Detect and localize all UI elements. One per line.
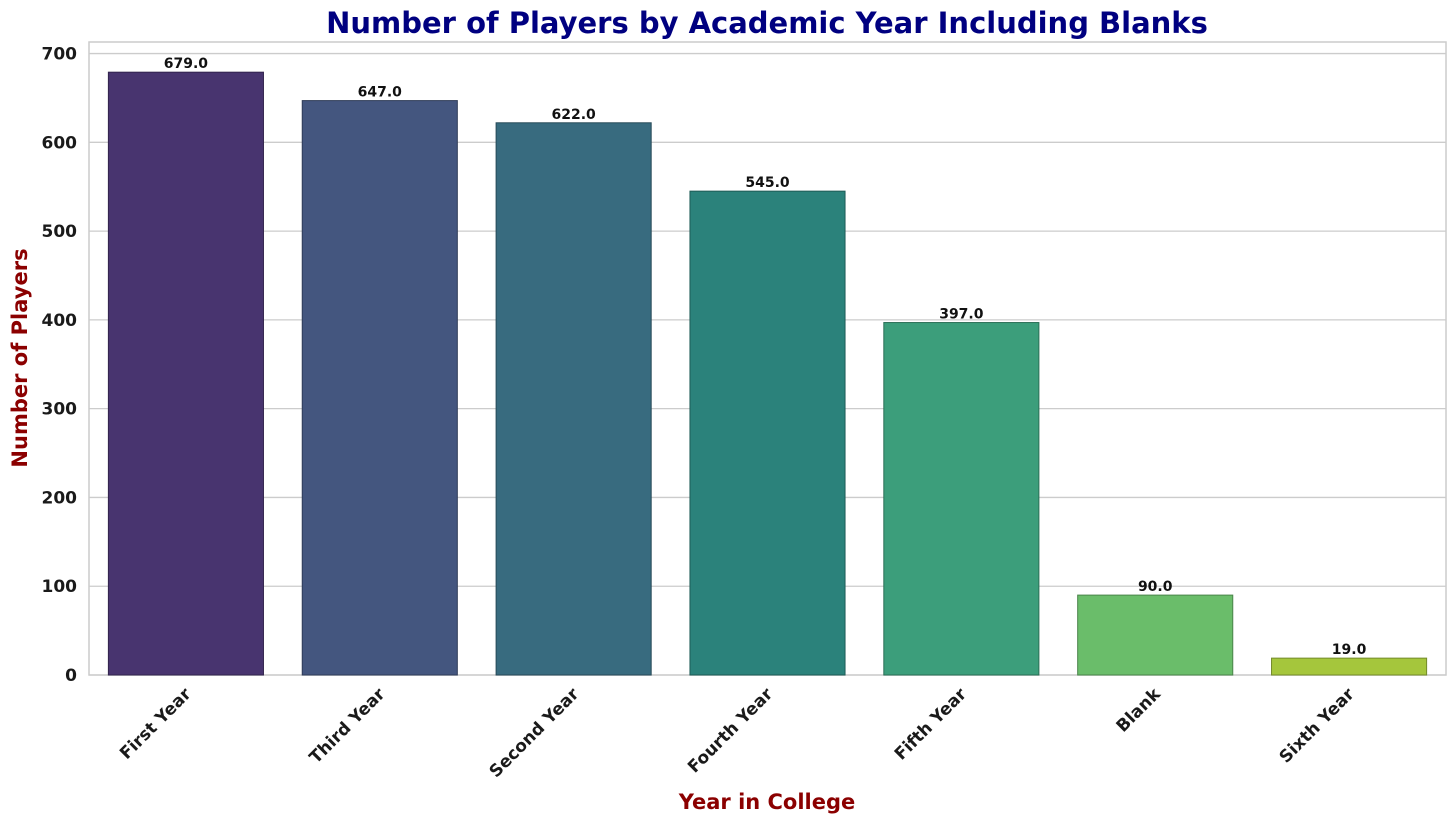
bar-value-label: 545.0 bbox=[745, 175, 790, 191]
bar-first-year bbox=[107, 71, 264, 676]
x-tick-label: Sixth Year bbox=[1276, 684, 1359, 767]
y-tick-label: 700 bbox=[42, 45, 78, 65]
x-tick-label: Blank bbox=[1113, 684, 1166, 737]
bar-value-label: 679.0 bbox=[164, 56, 209, 72]
bar-blank bbox=[1077, 594, 1234, 676]
bar-value-label: 622.0 bbox=[551, 107, 596, 123]
x-tick-label: Third Year bbox=[306, 684, 390, 768]
bar-value-label: 19.0 bbox=[1332, 642, 1367, 658]
x-tick-label: Fifth Year bbox=[891, 684, 971, 764]
y-tick-label: 500 bbox=[42, 222, 78, 242]
y-tick-label: 0 bbox=[65, 666, 77, 686]
x-axis-label: Year in College bbox=[678, 790, 856, 814]
y-axis-label: Number of Players bbox=[8, 248, 32, 467]
y-tick-labels: 0 100 200 300 400 500 600 700 bbox=[42, 45, 78, 686]
bar-value-label: 90.0 bbox=[1138, 579, 1173, 595]
y-tick-label: 100 bbox=[42, 577, 78, 597]
x-tick-label: Fourth Year bbox=[684, 684, 777, 777]
y-tick-label: 200 bbox=[42, 488, 78, 508]
bar-value-label: 397.0 bbox=[939, 307, 984, 323]
y-tick-label: 600 bbox=[42, 133, 78, 153]
bar-third-year bbox=[301, 100, 458, 676]
bar-value-label: 647.0 bbox=[358, 85, 403, 101]
y-tick-label: 400 bbox=[42, 311, 78, 331]
x-tick-label: First Year bbox=[116, 684, 196, 764]
bar-sixth-year bbox=[1271, 657, 1428, 676]
x-tick-label: Second Year bbox=[486, 684, 584, 782]
x-tick-labels: First Year Third Year Second Year Fourth Ye… bbox=[116, 684, 1359, 782]
value-labels: 679.0 647.0 622.0 545.0 397.0 90.0 19.0 bbox=[164, 56, 1367, 658]
bar-second-year bbox=[495, 122, 652, 676]
bar-fifth-year bbox=[883, 322, 1040, 676]
bars bbox=[107, 71, 1428, 676]
bar-fourth-year bbox=[689, 190, 846, 676]
chart-title: Number of Players by Academic Year Inclu… bbox=[326, 6, 1208, 40]
y-tick-label: 300 bbox=[42, 400, 78, 420]
